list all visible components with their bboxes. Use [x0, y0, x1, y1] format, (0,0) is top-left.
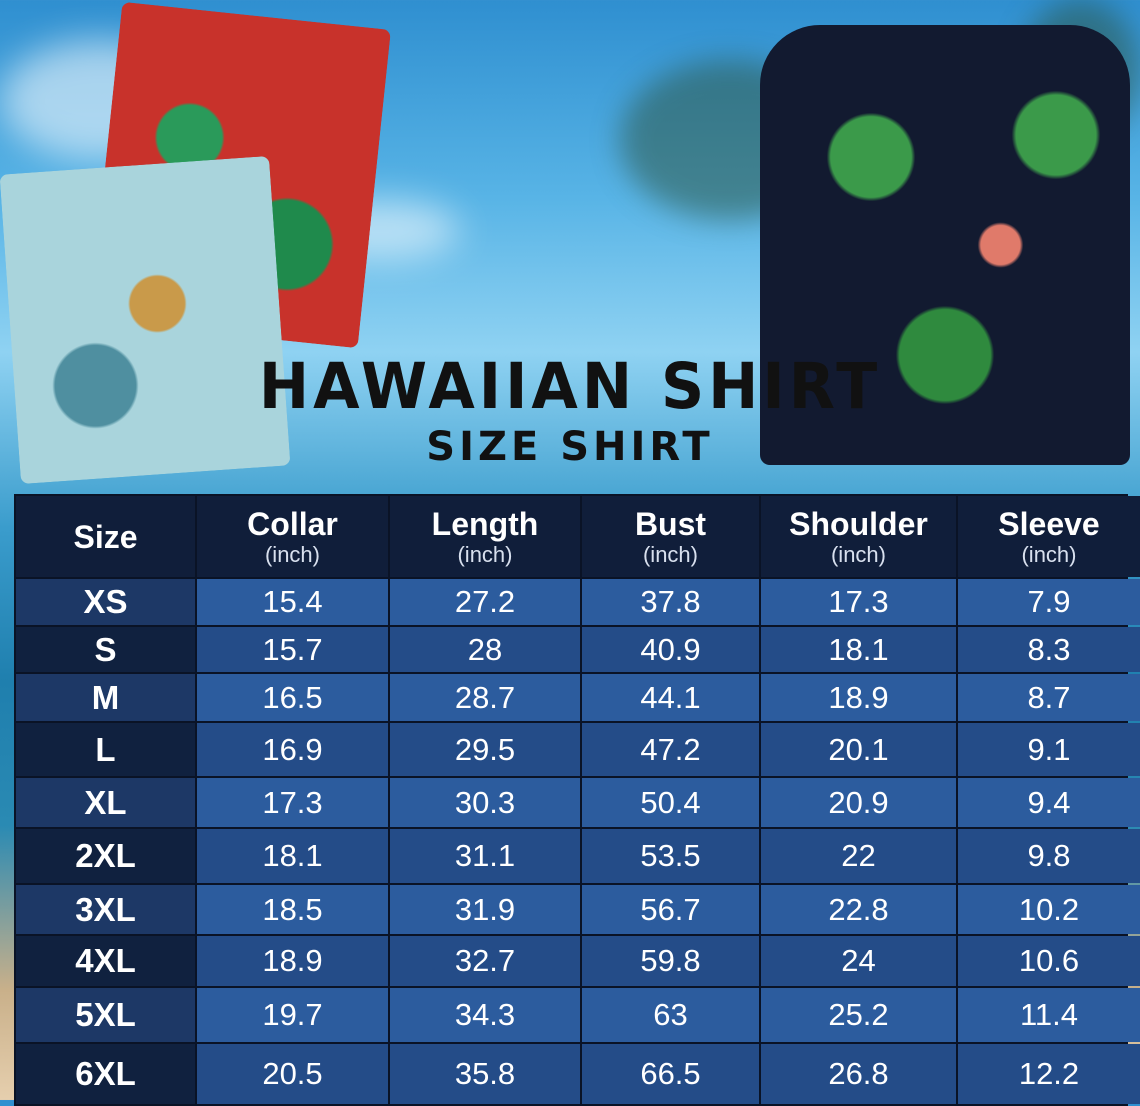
cell-shoulder: 22.8: [761, 885, 956, 934]
cell-length: 29.5: [390, 723, 580, 776]
cell-length: 30.3: [390, 778, 580, 827]
cell-sleeve: 7.9: [958, 579, 1140, 625]
cell-size: XL: [16, 778, 195, 827]
cell-size: M: [16, 674, 195, 721]
cell-bust: 47.2: [582, 723, 759, 776]
cell-shoulder: 20.9: [761, 778, 956, 827]
cell-size: 4XL: [16, 936, 195, 986]
cell-shoulder: 17.3: [761, 579, 956, 625]
cell-sleeve: 10.2: [958, 885, 1140, 934]
cell-bust: 56.7: [582, 885, 759, 934]
cell-length: 28: [390, 627, 580, 672]
header-sleeve: Sleeve (inch): [958, 496, 1140, 577]
cell-shoulder: 20.1: [761, 723, 956, 776]
header-collar: Collar (inch): [197, 496, 388, 577]
header-length: Length (inch): [390, 496, 580, 577]
cell-shoulder: 18.1: [761, 627, 956, 672]
cell-collar: 15.7: [197, 627, 388, 672]
cell-size: 6XL: [16, 1044, 195, 1104]
cell-shoulder: 18.9: [761, 674, 956, 721]
cell-sleeve: 12.2: [958, 1044, 1140, 1104]
cell-size: L: [16, 723, 195, 776]
cell-bust: 66.5: [582, 1044, 759, 1104]
cell-collar: 16.9: [197, 723, 388, 776]
cell-shoulder: 22: [761, 829, 956, 883]
cell-length: 31.9: [390, 885, 580, 934]
cell-bust: 40.9: [582, 627, 759, 672]
subtitle: SIZE SHIRT: [426, 424, 714, 470]
size-table: Size Collar (inch) Length (inch) Bust (inch…: [14, 494, 1140, 1106]
cell-collar: 18.5: [197, 885, 388, 934]
cell-length: 34.3: [390, 988, 580, 1042]
cell-shoulder: 25.2: [761, 988, 956, 1042]
cell-sleeve: 9.4: [958, 778, 1140, 827]
header-shoulder: Shoulder (inch): [761, 496, 956, 577]
cell-collar: 18.9: [197, 936, 388, 986]
header-bust: Bust (inch): [582, 496, 759, 577]
cell-length: 28.7: [390, 674, 580, 721]
cell-length: 31.1: [390, 829, 580, 883]
cell-sleeve: 8.7: [958, 674, 1140, 721]
cell-size: 3XL: [16, 885, 195, 934]
cell-collar: 16.5: [197, 674, 388, 721]
cell-collar: 20.5: [197, 1044, 388, 1104]
cell-sleeve: 9.8: [958, 829, 1140, 883]
cell-bust: 63: [582, 988, 759, 1042]
cell-size: 5XL: [16, 988, 195, 1042]
cell-shoulder: 26.8: [761, 1044, 956, 1104]
cell-collar: 19.7: [197, 988, 388, 1042]
cell-length: 27.2: [390, 579, 580, 625]
cell-bust: 50.4: [582, 778, 759, 827]
cell-bust: 44.1: [582, 674, 759, 721]
cell-sleeve: 10.6: [958, 936, 1140, 986]
cell-collar: 15.4: [197, 579, 388, 625]
cell-shoulder: 24: [761, 936, 956, 986]
cell-size: XS: [16, 579, 195, 625]
cell-bust: 37.8: [582, 579, 759, 625]
title: HAWAIIAN SHIRT: [258, 350, 882, 424]
cell-size: 2XL: [16, 829, 195, 883]
cell-collar: 17.3: [197, 778, 388, 827]
cell-bust: 59.8: [582, 936, 759, 986]
cell-size: S: [16, 627, 195, 672]
cell-sleeve: 9.1: [958, 723, 1140, 776]
cell-sleeve: 11.4: [958, 988, 1140, 1042]
cell-collar: 18.1: [197, 829, 388, 883]
cell-length: 32.7: [390, 936, 580, 986]
cell-length: 35.8: [390, 1044, 580, 1104]
header-size: Size: [16, 496, 195, 577]
cell-bust: 53.5: [582, 829, 759, 883]
cell-sleeve: 8.3: [958, 627, 1140, 672]
